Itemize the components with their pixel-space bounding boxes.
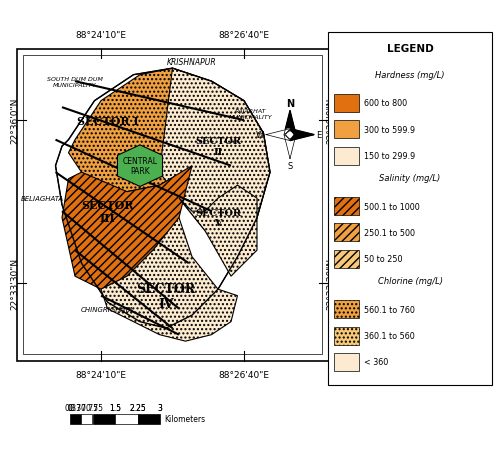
Text: Hardness (mg/L): Hardness (mg/L)	[375, 70, 445, 79]
Text: CHINGRIGHATA: CHINGRIGHATA	[81, 306, 134, 312]
Bar	[334, 327, 359, 345]
Text: 2.25: 2.25	[129, 403, 146, 412]
Text: 150 to 299.9: 150 to 299.9	[364, 152, 416, 161]
Text: SECTOR
V: SECTOR V	[195, 208, 241, 228]
Text: E: E	[316, 131, 322, 140]
Polygon shape	[290, 129, 314, 135]
Bar	[81, 414, 92, 424]
Text: BELIAGHATA: BELIAGHATA	[21, 196, 64, 202]
Text: 1.5: 1.5	[109, 403, 121, 412]
Polygon shape	[179, 186, 257, 276]
Text: 0.370.75: 0.370.75	[64, 403, 98, 412]
Text: S: S	[288, 161, 292, 170]
Bar	[334, 95, 359, 113]
Text: 600 to 800: 600 to 800	[364, 99, 407, 108]
Bar	[334, 301, 359, 318]
Bar	[92, 414, 115, 424]
Text: 1.5: 1.5	[109, 403, 121, 412]
Text: 250.1 to 500: 250.1 to 500	[364, 228, 415, 237]
Polygon shape	[101, 218, 237, 341]
Text: SECTOR
IV: SECTOR IV	[136, 282, 196, 310]
Text: 3: 3	[158, 403, 162, 412]
Text: 50 to 250: 50 to 250	[364, 255, 403, 263]
Text: CENTRAL
PARK: CENTRAL PARK	[122, 156, 158, 176]
Text: 88°26'40"E: 88°26'40"E	[218, 371, 270, 380]
Text: SECTOR
III: SECTOR III	[81, 200, 134, 224]
Bar	[334, 224, 359, 242]
Text: 88°24'10"E: 88°24'10"E	[76, 371, 126, 380]
Text: < 360: < 360	[364, 358, 388, 367]
Polygon shape	[290, 135, 296, 159]
Polygon shape	[56, 69, 270, 328]
Bar	[115, 414, 138, 424]
Polygon shape	[266, 135, 290, 141]
Polygon shape	[68, 69, 212, 192]
Text: 88°26'40"E: 88°26'40"E	[218, 31, 270, 40]
Text: 22°33'30"N: 22°33'30"N	[10, 257, 19, 309]
Polygon shape	[160, 69, 270, 257]
Text: 2.25: 2.25	[129, 403, 146, 412]
Bar	[334, 147, 359, 165]
Polygon shape	[62, 166, 192, 290]
Text: RAJARHAT
MUNICIPALITY: RAJARHAT MUNICIPALITY	[228, 109, 272, 120]
Text: Salinity (mg/L): Salinity (mg/L)	[380, 173, 440, 182]
Bar	[138, 414, 160, 424]
Bar	[334, 250, 359, 268]
Polygon shape	[290, 111, 296, 135]
Bar	[334, 198, 359, 216]
Text: Chlorine (mg/L): Chlorine (mg/L)	[378, 276, 442, 285]
Text: Kilometers: Kilometers	[164, 414, 205, 423]
Polygon shape	[118, 146, 162, 187]
Text: 0.370.75: 0.370.75	[70, 403, 104, 412]
Polygon shape	[284, 135, 290, 159]
Text: 0: 0	[68, 403, 72, 412]
Text: SECTOR
II: SECTOR II	[195, 137, 241, 156]
Text: KRISHNAPUR: KRISHNAPUR	[167, 58, 217, 67]
Text: 500.1 to 1000: 500.1 to 1000	[364, 202, 420, 211]
Bar	[70, 414, 81, 424]
Text: 3: 3	[158, 403, 162, 412]
Text: 22°33'30"N: 22°33'30"N	[326, 257, 335, 309]
Text: 0: 0	[68, 403, 72, 412]
Text: SOUTH DUM DUM
MUNICIPALITY: SOUTH DUM DUM MUNICIPALITY	[47, 77, 103, 87]
Polygon shape	[266, 129, 290, 135]
Text: 560.1 to 760: 560.1 to 760	[364, 305, 415, 314]
Bar	[334, 353, 359, 371]
Text: LEGEND: LEGEND	[386, 44, 434, 54]
Text: N: N	[286, 99, 294, 109]
Text: 22°36'0"N: 22°36'0"N	[10, 98, 19, 144]
Text: 88°24'10"E: 88°24'10"E	[76, 31, 126, 40]
Text: W: W	[256, 131, 264, 140]
Text: 300 to 599.9: 300 to 599.9	[364, 125, 415, 134]
Text: 22°36'0"N: 22°36'0"N	[326, 98, 335, 144]
Text: SECTOR I: SECTOR I	[76, 115, 138, 126]
Polygon shape	[284, 111, 290, 135]
Text: 360.1 to 560: 360.1 to 560	[364, 331, 415, 341]
Polygon shape	[290, 135, 314, 141]
Bar	[334, 121, 359, 139]
